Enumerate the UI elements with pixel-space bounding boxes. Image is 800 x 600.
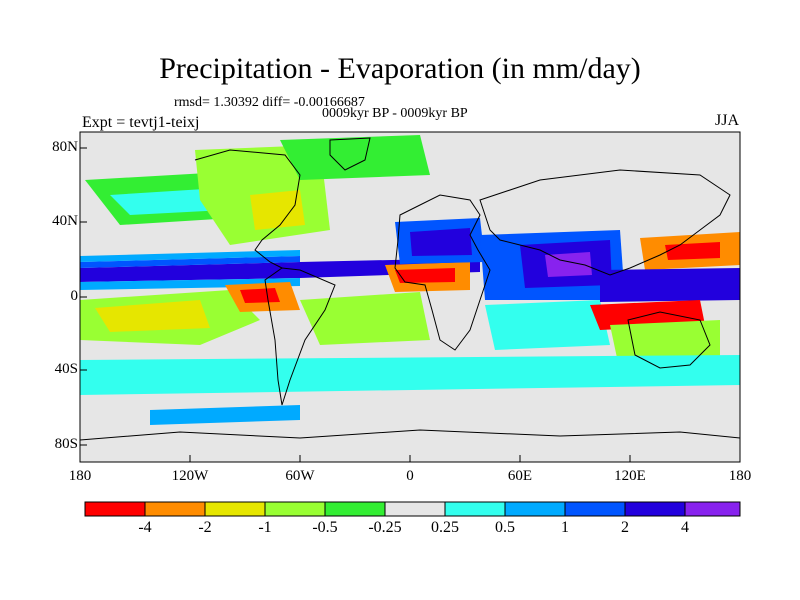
lon-label-60w: 60W (285, 468, 315, 484)
colorbar-box-4 (264, 501, 326, 517)
field-wpac-red (665, 242, 720, 260)
colorbar-box-9 (564, 501, 626, 517)
coast-north-america (194, 149, 301, 269)
colorbar-label-5: -0.25 (368, 519, 402, 536)
field-north-atlantic-deep (410, 228, 472, 256)
colorbar-box-2 (144, 501, 206, 517)
colorbar (84, 501, 741, 517)
colorbar-label-9: 2 (621, 519, 629, 536)
lon-label-180e: 180 (728, 468, 752, 484)
colorbar-box-3 (204, 501, 266, 517)
coast-greenland (329, 137, 371, 171)
colorbar-box-8 (504, 501, 566, 517)
field-wpac-deep (600, 268, 740, 302)
coast-europe-africa (394, 194, 491, 351)
field-namerica-yellow (250, 190, 305, 230)
lat-label-40n: 40N (52, 213, 78, 229)
field-npac-cyan (110, 188, 225, 215)
lon-label-180w: 180 (68, 468, 92, 484)
plot-title: Precipitation - Evaporation (in mm/day) (159, 52, 641, 85)
lat-tick-marks (80, 147, 87, 446)
colorbar-box-6 (384, 501, 446, 517)
colorbar-box-7 (444, 501, 506, 517)
field-arctic-green (280, 135, 430, 180)
coast-antarctica (80, 429, 740, 441)
colorbar-box-10 (624, 501, 686, 517)
lat-label-40s: 40S (54, 361, 78, 377)
lat-label-0: 0 (70, 288, 79, 304)
colorbar-label-8: 1 (561, 519, 569, 536)
coast-australia (627, 311, 711, 369)
lon-label-60e: 60E (507, 468, 533, 484)
field-dry-peru-core (240, 288, 280, 303)
field-south-atlantic-green (300, 292, 430, 345)
experiment-label: Expt = tevtj1-teixj (82, 114, 200, 131)
field-itcz-pacific-west (80, 262, 300, 282)
field-sahara-core (395, 268, 455, 283)
field-dry-south-pacific-core (95, 300, 210, 332)
lon-label-120e: 120E (614, 468, 646, 484)
period-text: 0009kyr BP - 0009kyr BP (322, 106, 468, 121)
lat-label-80n: 80N (52, 139, 78, 155)
colorbar-label-10: 4 (681, 519, 689, 536)
colorbar-label-2: -2 (198, 519, 212, 536)
colorbar-label-1: -4 (138, 519, 152, 536)
coast-asia (479, 169, 731, 276)
coastlines (80, 137, 740, 441)
field-itcz-edge-north (80, 250, 300, 262)
colorbar-label-3: -1 (258, 519, 272, 536)
colorbar-label-4: -0.5 (312, 519, 338, 536)
lon-label-0: 0 (406, 468, 414, 484)
colorbar-label-6: 0.25 (431, 519, 459, 536)
lon-tick-marks (79, 455, 741, 462)
stats-text: rmsd= 1.30392 diff= -0.00166687 (174, 95, 365, 110)
field-itcz-pacific-west-edge (80, 256, 300, 268)
lat-label-80s: 80S (54, 436, 78, 452)
colorbar-box-11 (684, 501, 741, 517)
field-southern-ocean-blue (150, 405, 300, 425)
field-southern-ocean-cyan (80, 355, 740, 395)
lon-label-120w: 120W (171, 468, 209, 484)
season-label: JJA (715, 112, 740, 129)
colorbar-label-7: 0.5 (495, 519, 515, 536)
field-indian-ocean-dry (485, 300, 610, 350)
coast-south-america (264, 267, 336, 406)
colorbar-box-1 (84, 501, 146, 517)
colorbar-box-5 (324, 501, 386, 517)
